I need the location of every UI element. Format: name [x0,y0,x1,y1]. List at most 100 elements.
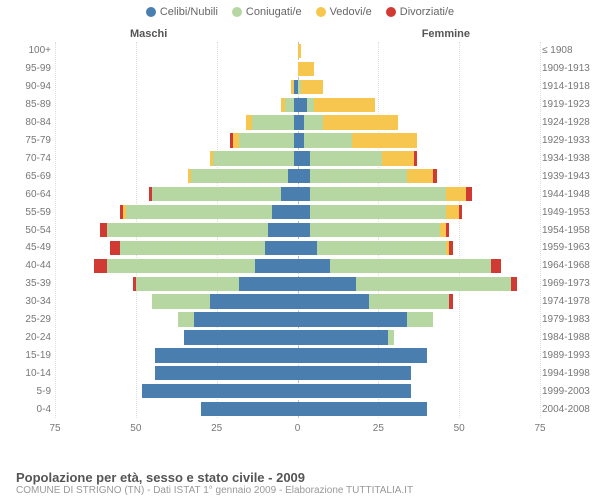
x-tick: 25 [373,423,384,434]
bar-wrap [55,96,540,114]
bar-male [55,402,298,416]
bar-male-half [55,60,298,78]
bar-female-half [298,329,541,347]
bar-seg [449,241,452,255]
year-label: 1984-1988 [542,332,598,343]
bar-female [298,115,541,129]
bar-seg [152,187,281,201]
label-maschi: Maschi [130,28,167,40]
bar-wrap [55,382,540,400]
bar-seg [491,259,501,273]
bar-male [55,241,298,255]
bar-seg [288,169,298,183]
year-label: 1914-1918 [542,81,598,92]
bar-seg [446,187,465,201]
bar-seg [107,259,256,273]
age-label: 80-84 [7,117,51,128]
bar-female-half [298,203,541,221]
age-row: 20-241984-1988 [55,329,540,347]
bar-seg [298,402,427,416]
age-row: 60-641944-1948 [55,185,540,203]
chart-container: Celibi/NubiliConiugati/eVedovi/eDivorzia… [0,0,600,500]
year-label: 1929-1933 [542,135,598,146]
footer: Popolazione per età, sesso e stato civil… [16,470,590,496]
year-label: 1994-1998 [542,368,598,379]
bar-female [298,151,541,165]
bar-male-half [55,96,298,114]
bar-female [298,330,541,344]
bar-seg [285,98,295,112]
bar-seg [433,169,436,183]
bar-female-half [298,96,541,114]
grid-line [540,42,541,418]
x-axis: 7550250255075 [55,420,540,442]
bar-male [55,259,298,273]
bar-seg [298,259,330,273]
bar-seg [310,223,439,237]
year-label: 1924-1928 [542,117,598,128]
bar-female [298,241,541,255]
age-row: 65-691939-1943 [55,167,540,185]
bar-female-half [298,42,541,60]
bar-seg [446,223,449,237]
bar-male-half [55,382,298,400]
bar-female [298,169,541,183]
bar-seg [317,241,446,255]
bar-seg [382,151,414,165]
bar-seg [239,277,297,291]
bar-seg [298,205,311,219]
bar-seg [310,169,407,183]
age-label: 30-34 [7,296,51,307]
bar-male-half [55,203,298,221]
label-femmine: Femmine [422,28,470,40]
bar-seg [152,294,210,308]
age-label: 60-64 [7,189,51,200]
x-tick: 25 [211,423,222,434]
bar-wrap [55,239,540,257]
age-row: 85-891919-1923 [55,96,540,114]
bar-wrap [55,114,540,132]
legend-item: Vedovi/e [316,6,372,18]
age-label: 70-74 [7,153,51,164]
bar-male-half [55,78,298,96]
age-label: 45-49 [7,242,51,253]
age-label: 85-89 [7,99,51,110]
bar-female [298,223,541,237]
bar-male [55,44,298,58]
bar-male-half [55,221,298,239]
bar-male-half [55,132,298,150]
bar-female-half [298,257,541,275]
age-row: 5-91999-2003 [55,382,540,400]
bar-male-half [55,329,298,347]
bar-male [55,115,298,129]
bar-female [298,98,541,112]
year-label: 1939-1943 [542,171,598,182]
bar-seg [298,330,389,344]
bar-male [55,384,298,398]
bar-seg [298,44,301,58]
bar-seg [298,98,308,112]
bar-female-half [298,311,541,329]
bar-male [55,277,298,291]
bar-seg [252,115,294,129]
year-label: 2004-2008 [542,404,598,415]
year-label: 1964-1968 [542,260,598,271]
age-label: 25-29 [7,314,51,325]
bar-seg [272,205,298,219]
bar-seg [301,80,324,94]
bar-seg [239,133,294,147]
legend-swatch [316,7,326,17]
bar-seg [298,223,311,237]
bar-female-half [298,185,541,203]
bar-male [55,223,298,237]
bar-female-half [298,132,541,150]
bar-male-half [55,114,298,132]
year-label: 1989-1993 [542,350,598,361]
bar-seg [314,98,375,112]
bar-seg [298,241,317,255]
bar-seg [310,151,381,165]
bar-seg [298,277,356,291]
bar-wrap [55,329,540,347]
legend-swatch [146,7,156,17]
age-label: 50-54 [7,225,51,236]
